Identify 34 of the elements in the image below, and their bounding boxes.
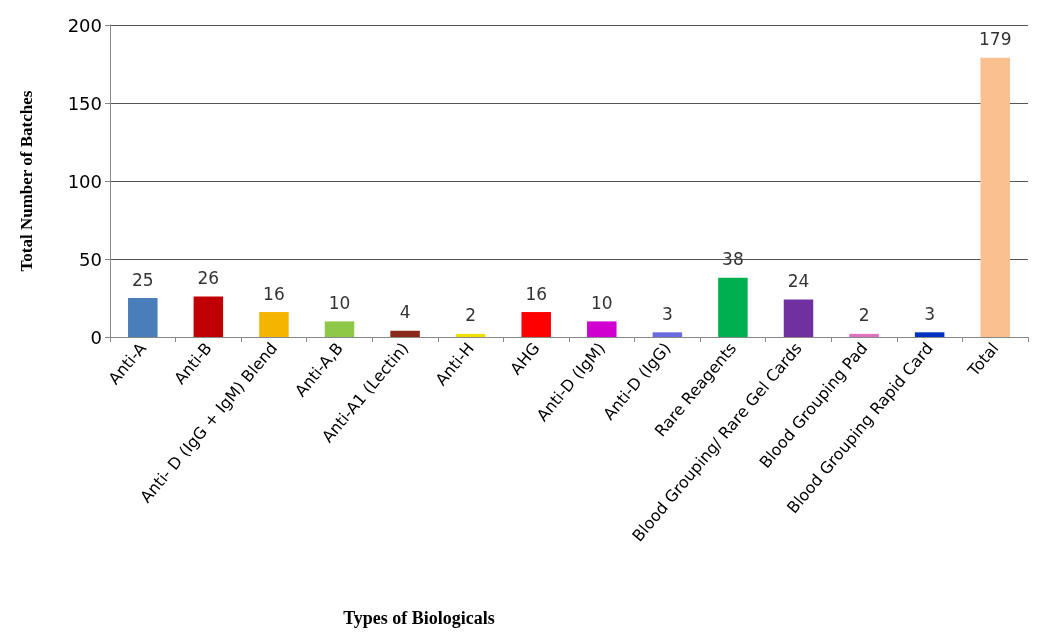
bar [587,321,617,337]
data-label: 24 [787,271,810,292]
bar [652,332,683,337]
y-tick-label: 150 [67,92,102,114]
bar [914,332,945,337]
y-tick-label: 200 [67,14,102,36]
bar [849,333,879,337]
bar [259,312,289,337]
data-label: 10 [328,292,351,313]
data-label: 179 [978,29,1012,50]
bar [324,321,355,337]
y-tick-label: 100 [67,170,102,192]
x-axis-title: Types of Biologicals [343,608,495,628]
data-label: 3 [661,303,673,324]
bar [390,330,420,337]
data-label: 3 [924,303,936,324]
bar [193,296,224,337]
data-label: 2 [858,305,870,326]
data-label: 16 [525,283,548,304]
data-label: 16 [263,283,285,304]
data-label: 26 [197,267,220,288]
data-label: 4 [399,302,411,323]
y-tick-label: 0 [90,326,102,348]
y-axis-title: Total Number of Batches [17,90,36,272]
y-tick-label: 50 [79,248,102,270]
bar [455,333,486,337]
data-label: 10 [590,292,613,313]
bar [783,299,814,337]
bar [718,277,748,337]
bar [980,57,1010,337]
data-label: 25 [131,269,154,290]
bar [128,298,158,337]
bar [521,312,551,337]
data-label: 2 [465,305,477,326]
